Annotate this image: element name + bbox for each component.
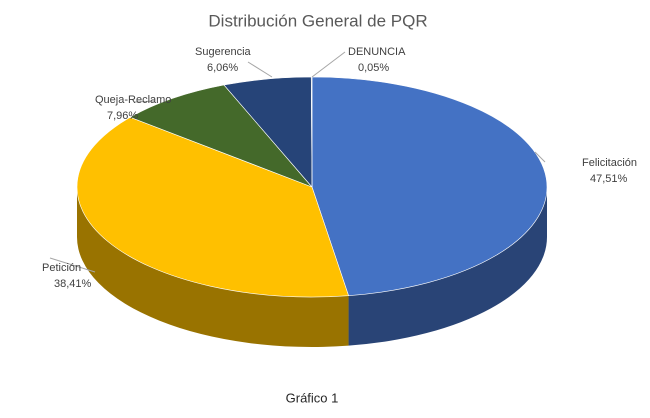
slice-label: DENUNCIA bbox=[348, 46, 406, 58]
value-label: 0,05% bbox=[358, 62, 389, 74]
slice-label: Petición bbox=[42, 262, 81, 274]
value-label: 38,41% bbox=[54, 278, 92, 290]
slice-label: Sugerencia bbox=[195, 46, 252, 58]
slice bbox=[76, 116, 349, 298]
leader-line bbox=[134, 100, 156, 103]
leader-line bbox=[49, 257, 96, 273]
caption: Gráfico 1 bbox=[286, 390, 339, 405]
chart-title: Distribución General de PQR bbox=[208, 11, 427, 30]
slice-side bbox=[348, 187, 547, 346]
leader-line bbox=[534, 151, 546, 163]
value-label: 7,96% bbox=[107, 110, 138, 122]
slice-label: Felicitación bbox=[582, 157, 637, 169]
slice-label: Queja-Reclamo bbox=[95, 94, 171, 106]
slice bbox=[129, 84, 313, 188]
leader-line bbox=[247, 61, 273, 78]
slice bbox=[310, 76, 313, 188]
slice-side bbox=[77, 187, 349, 347]
slice bbox=[311, 76, 548, 296]
value-label: 47,51% bbox=[590, 173, 628, 185]
leader-line bbox=[311, 51, 346, 78]
value-label: 6,06% bbox=[207, 62, 238, 74]
